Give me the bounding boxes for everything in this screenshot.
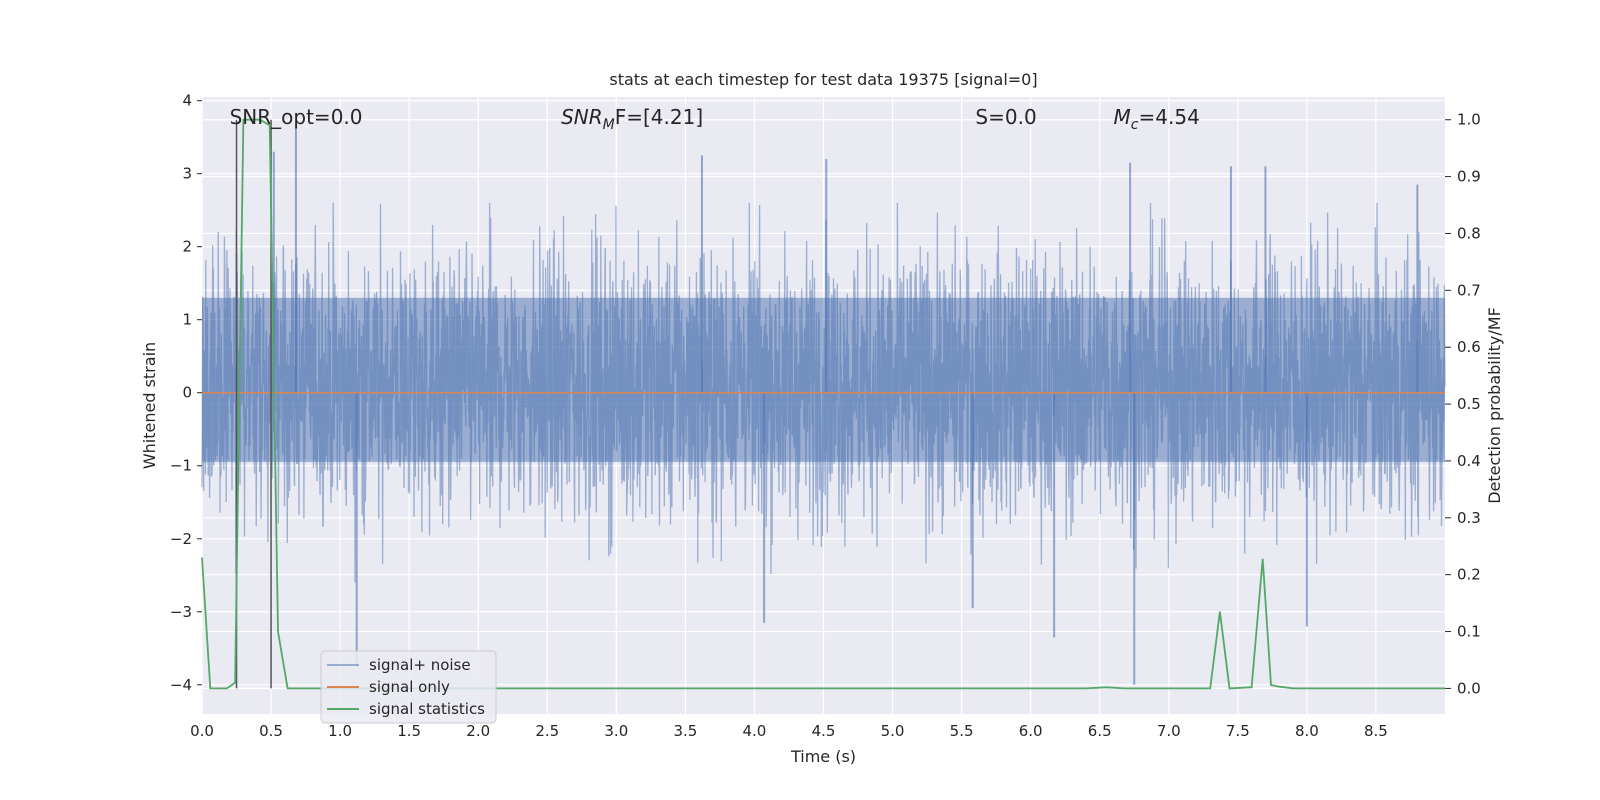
x-tick-label-16: 8.0 (1295, 722, 1319, 740)
y-axis-label: Whitened strain (140, 342, 159, 469)
x-tick-label-5: 2.5 (535, 722, 559, 740)
y2-tick-label-2: 0.8 (1457, 224, 1481, 242)
y2-tick-label-6: 0.4 (1457, 452, 1481, 470)
y-tick-label-7: −3 (170, 603, 192, 621)
y-tick-label-4: 0 (182, 384, 192, 402)
legend-label-1: signal only (369, 678, 450, 696)
x-tick-label-11: 5.5 (950, 722, 974, 740)
y-tick-label-6: −2 (170, 530, 192, 548)
signal-statistics-line (201, 118, 1445, 690)
signal-noise-core (202, 297, 1445, 463)
annotation-1: SNRMF=[4.21] (561, 105, 703, 133)
y2-axis-label: Detection probability/MF (1485, 307, 1504, 504)
y2-tick-label-5: 0.5 (1457, 395, 1481, 413)
y-tick-label-3: 1 (182, 311, 192, 329)
x-tick-label-14: 7.0 (1157, 722, 1181, 740)
x-axis-label: Time (s) (790, 747, 856, 766)
x-tick-label-10: 5.0 (881, 722, 905, 740)
chart-title: stats at each timestep for test data 193… (609, 70, 1037, 89)
x-tick-label-12: 6.0 (1019, 722, 1043, 740)
y2-tick-label-0: 1.0 (1457, 111, 1481, 129)
annotation-0: SNR_opt=0.0 (230, 105, 363, 129)
y2-tick-label-3: 0.7 (1457, 281, 1481, 299)
y2-tick-label-4: 0.6 (1457, 338, 1481, 356)
x-tick-label-9: 4.5 (812, 722, 836, 740)
y2-tick-label-7: 0.3 (1457, 509, 1481, 527)
x-tick-label-3: 1.5 (397, 722, 421, 740)
x-tick-label-13: 6.5 (1088, 722, 1112, 740)
signal-noise-series (201, 126, 1446, 685)
legend-box (320, 650, 497, 724)
y-axis-ticks: 4 3 2 1 0 −1 −2 −3 −4 (170, 92, 202, 694)
x-tick-label-8: 4.0 (743, 722, 767, 740)
annotations: SNR_opt=0.0 SNRMF=[4.21] S=0.0 Mc=4.54 (230, 105, 1200, 133)
x-tick-label-4: 2.0 (466, 722, 490, 740)
y-tick-label-5: −1 (170, 457, 192, 475)
y2-tick-label-9: 0.1 (1457, 623, 1481, 641)
signal-statistics-series (201, 118, 1445, 690)
y2-tick-label-8: 0.2 (1457, 566, 1481, 584)
y-tick-label-8: −4 (170, 676, 192, 694)
y-tick-label-0: 4 (182, 92, 192, 110)
y2-tick-label-10: 0.0 (1457, 679, 1481, 697)
x-tick-label-0: 0.0 (190, 722, 214, 740)
y-tick-label-1: 3 (182, 165, 192, 183)
x-axis-ticks: 0.0 0.5 1.0 1.5 2.0 2.5 3.0 3.5 4.0 4.5 5.0 5.5 6.0 6… (190, 722, 1388, 740)
x-tick-label-15: 7.5 (1226, 722, 1250, 740)
y2-tick-label-1: 0.9 (1457, 168, 1481, 186)
y-tick-label-2: 2 (182, 238, 192, 256)
y2-axis-ticks: 1.0 0.9 0.8 0.7 0.6 0.5 0.4 0.3 0.2 0.1 0.0 (1445, 111, 1481, 697)
annotation-2: S=0.0 (975, 105, 1036, 129)
x-tick-label-6: 3.0 (604, 722, 628, 740)
annotation-3: Mc=4.54 (1114, 105, 1200, 133)
x-tick-label-17: 8.5 (1364, 722, 1388, 740)
legend-label-2: signal statistics (369, 700, 485, 718)
legend: signal+ noise signal only signal statistic… (320, 650, 497, 724)
x-tick-label-1: 0.5 (259, 722, 283, 740)
legend-label-0: signal+ noise (369, 656, 471, 674)
x-tick-label-2: 1.0 (328, 722, 352, 740)
x-tick-label-7: 3.5 (673, 722, 697, 740)
